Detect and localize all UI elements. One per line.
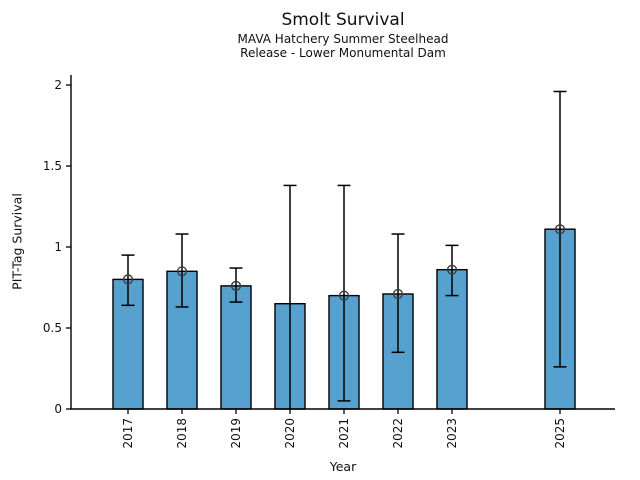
x-tick-label-2023: 2023 (445, 418, 459, 449)
x-tick-label-2017: 2017 (121, 418, 135, 449)
chart-subtitle-line1: MAVA Hatchery Summer Steelhead (237, 32, 449, 46)
x-tick-label-2025: 2025 (553, 418, 567, 449)
point-marker-2017 (122, 274, 134, 285)
y-tick-label-1: 1 (54, 240, 62, 254)
bar-2019 (220, 285, 252, 410)
x-tick-label-2018: 2018 (175, 418, 189, 449)
x-tick-label-2022: 2022 (391, 418, 405, 449)
y-tick-label-2: 2 (54, 78, 62, 92)
chart-subtitle-line2: Release - Lower Monumental Dam (240, 46, 446, 60)
x-tick-label-2019: 2019 (229, 418, 243, 449)
chart-title: Smolt Survival (281, 10, 405, 30)
x-tick-label-2020: 2020 (283, 418, 297, 449)
y-tick-label-0.5: 0.5 (43, 321, 62, 335)
x-tick-label-2021: 2021 (337, 418, 351, 449)
point-marker-2019 (230, 280, 242, 291)
point-marker-2025 (554, 224, 566, 235)
point-marker-2022 (392, 288, 404, 300)
x-axis-label: Year (329, 459, 357, 474)
point-marker-2018 (176, 266, 188, 277)
y-tick-label-1.5: 1.5 (43, 159, 62, 173)
y-tick-label-0: 0 (54, 402, 62, 416)
point-marker-2021 (338, 290, 350, 301)
point-marker-2023 (446, 264, 458, 275)
